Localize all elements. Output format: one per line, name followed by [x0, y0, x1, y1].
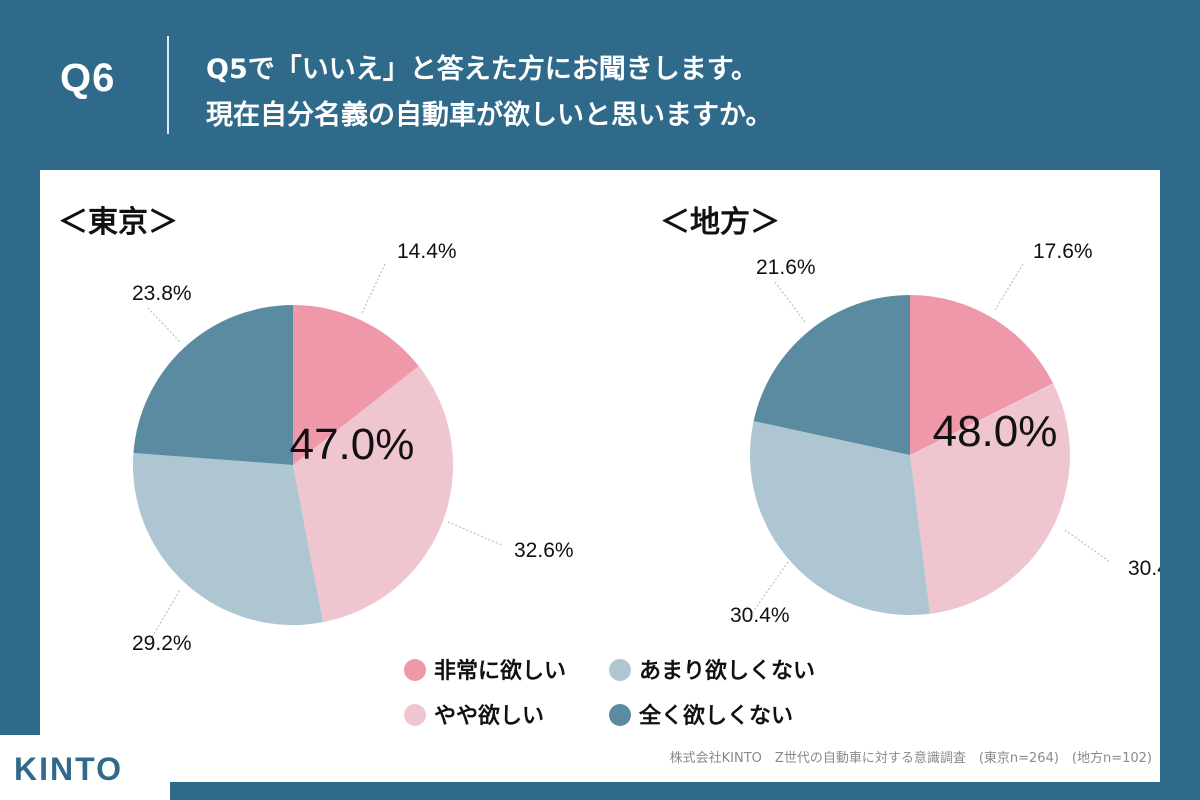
chart-panel: ＜東京＞ ＜地方＞ 14.4% 32.6% 29.2% 23.8% 17.6% 30.4…	[40, 170, 1160, 782]
chiho-leader-not-much	[749, 561, 789, 617]
legend-swatch-somewhat-want	[404, 704, 426, 726]
question-title-line2: 現在自分名義の自動車が欲しいと思いますか。	[206, 100, 773, 131]
chiho-slice-very-want	[910, 295, 1054, 455]
logo-tab: KINTO	[0, 735, 170, 800]
chiho-slice-not-at-all	[753, 295, 910, 455]
legend-swatch-not-at-all	[609, 704, 631, 726]
pie-chiho: 17.6% 30.4% 30.4% 21.6%	[730, 240, 1160, 627]
tokyo-slice-not-at-all	[133, 305, 293, 465]
tokyo-title: ＜東京＞	[58, 205, 178, 240]
legend-label-not-at-all: 全く欲しくない	[638, 703, 793, 729]
chiho-leader-somewhat-want	[1064, 529, 1111, 563]
legend-swatch-very-want	[404, 659, 426, 681]
chiho-leader-very-want	[994, 263, 1024, 311]
tokyo-leader-very-want	[361, 263, 386, 314]
question-number: Q6	[60, 56, 116, 100]
tokyo-leader-not-much	[147, 589, 181, 645]
question-title-line1: Q5で「いいえ」と答えた方にお聞きします。	[206, 54, 759, 85]
chiho-slice-somewhat-want	[910, 383, 1070, 614]
tokyo-slice-not-much	[132, 452, 323, 626]
kinto-logo: KINTO	[14, 751, 123, 787]
tokyo-leader-not-at-all	[147, 307, 181, 343]
chiho-leader-not-at-all	[774, 281, 806, 323]
chiho-value-label-not-at-all: 21.6%	[756, 256, 816, 279]
tokyo-slice-somewhat-want	[293, 366, 454, 623]
chiho-value-label-very-want: 17.6%	[1033, 240, 1093, 263]
chiho-value-label-not-much: 30.4%	[730, 604, 790, 627]
tokyo-value-label-not-at-all: 23.8%	[132, 282, 192, 305]
legend-swatch-not-much	[609, 659, 631, 681]
pie-charts: ＜東京＞ ＜地方＞ 14.4% 32.6% 29.2% 23.8% 17.6% 30.4…	[58, 205, 1160, 766]
tokyo-value-label-not-much: 29.2%	[132, 632, 192, 655]
chiho-title: ＜地方＞	[660, 205, 780, 240]
pie-tokyo: 14.4% 32.6% 29.2% 23.8%	[132, 240, 574, 655]
chiho-center-label: 48.0%	[933, 407, 1058, 456]
tokyo-center-label: 47.0%	[290, 420, 415, 469]
question-title: Q5で「いいえ」と答えた方にお聞きします。 現在自分名義の自動車が欲しいと思いま…	[206, 47, 772, 139]
chiho-value-label-somewhat-want: 30.4%	[1128, 557, 1160, 580]
footnote: 株式会社KINTO Z世代の自動車に対する意識調査 (東京n=264) (地方n…	[670, 750, 1152, 766]
header-divider	[167, 36, 169, 134]
chiho-slice-not-much	[750, 421, 931, 616]
tokyo-value-label-somewhat-want: 32.6%	[514, 539, 574, 562]
legend-label-somewhat-want: やや欲しい	[434, 703, 544, 729]
tokyo-slice-very-want	[293, 305, 419, 465]
legend: 非常に欲しい やや欲しい あまり欲しくない 全く欲しくない	[404, 658, 815, 729]
legend-label-not-much: あまり欲しくない	[639, 658, 815, 684]
legend-label-very-want: 非常に欲しい	[434, 658, 566, 684]
tokyo-leader-somewhat-want	[447, 521, 503, 546]
tokyo-value-label-very-want: 14.4%	[397, 240, 457, 263]
